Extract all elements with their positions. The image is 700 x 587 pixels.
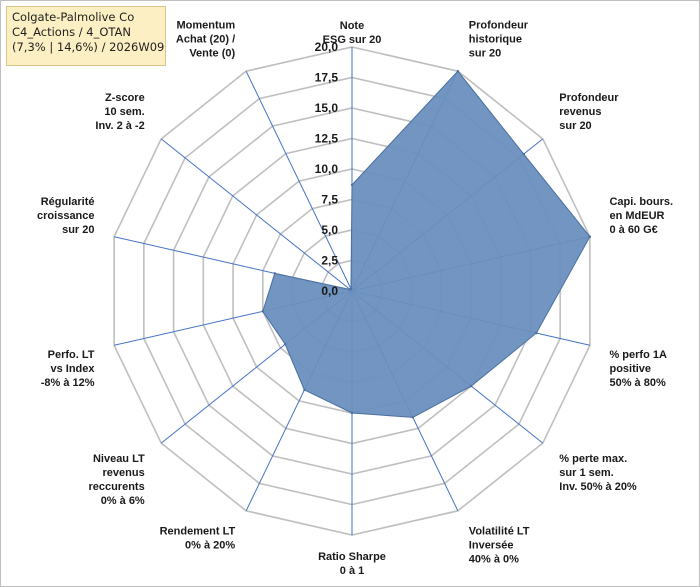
- series-point: [522, 152, 525, 156]
- axis-label-line: % perte max.: [559, 453, 627, 465]
- axis-label-7: Volatilité LT Inversée 40% à 0%: [469, 525, 530, 565]
- axis-label-line: 10 sem.: [104, 106, 144, 118]
- tick-label: 5,0: [321, 223, 338, 237]
- axis-label-line: Vente (0): [189, 48, 235, 60]
- axis-label-line: revenus: [559, 106, 601, 118]
- axis-label-10: Niveau LT revenus reccurents 0% à 6%: [88, 453, 145, 507]
- radar-series: [261, 69, 592, 419]
- axis-label-line: -8% à 12%: [41, 377, 95, 389]
- axis-label-12: Régularité croissance sur 20: [37, 196, 94, 236]
- axis-label-line: 0% à 6%: [101, 495, 145, 507]
- radar-tick-labels: 0,0 2,5 5,0 7,5 10,0 12,5 15,0 17,5 20,0: [315, 40, 339, 298]
- axis-label-line: Note: [340, 20, 364, 32]
- axis-label-line: sur 20: [559, 120, 591, 132]
- performance-summary: (7,3% | 14,6%) / 2026W09: [12, 40, 165, 54]
- axis-label-line: historique: [469, 34, 522, 46]
- axis-label-line: Inv. 50% à 20%: [559, 481, 637, 493]
- radar-axis-labels: Note ESG sur 20 Profondeur historique sur 20…: [37, 20, 673, 577]
- series-point: [456, 69, 460, 73]
- axis-label-line: 0 à 1: [340, 565, 364, 577]
- axis-label-line: Inv. 2 à -2: [95, 120, 144, 132]
- series-point: [349, 287, 353, 291]
- series-point: [261, 310, 264, 313]
- tick-label: 7,5: [321, 193, 338, 207]
- category-label: C4_Actions / 4_OTAN: [12, 25, 132, 39]
- axis-label-13: Z-score 10 sem. Inv. 2 à -2: [95, 92, 144, 132]
- axis-label-4: Capi. bours. en MdEUR 0 à 60 G€: [609, 196, 673, 236]
- series-point: [284, 343, 287, 346]
- axis-label-line: en MdEUR: [609, 210, 664, 222]
- tick-label: 0,0: [321, 284, 338, 298]
- series-point: [588, 235, 592, 238]
- axis-label-line: Momentum: [177, 20, 236, 32]
- axis-label-line: Capi. bours.: [609, 196, 673, 208]
- series-point: [350, 183, 354, 187]
- axis-label-line: Régularité: [41, 196, 95, 208]
- series-point: [303, 388, 306, 392]
- axis-label-line: 0 à 60 G€: [609, 224, 657, 236]
- axis-label-line: Profondeur: [559, 92, 619, 104]
- axis-label-14: Momentum Achat (20) / Vente (0): [176, 20, 236, 60]
- axis-label-line: Z-score: [105, 92, 145, 104]
- axis-label-5: % perfo 1A positive 50% à 80%: [609, 349, 667, 389]
- axis-label-line: 40% à 0%: [469, 553, 519, 565]
- axis-label-3: Profondeur revenus sur 20: [559, 92, 619, 132]
- series-area: [262, 70, 591, 418]
- axis-label-2: Profondeur historique sur 20: [469, 20, 529, 60]
- axis-label-line: sur 1 sem.: [559, 467, 613, 479]
- series-point: [411, 416, 415, 419]
- axis-label-line: % perfo 1A: [609, 349, 667, 361]
- radar-spoke: [245, 70, 353, 292]
- tick-label: 2,5: [321, 254, 338, 268]
- tick-label: 15,0: [315, 101, 339, 115]
- axis-label-6: % perte max. sur 1 sem. Inv. 50% à 20%: [559, 453, 637, 493]
- radar-spoke: [160, 138, 353, 292]
- axis-label-line: sur 20: [62, 224, 94, 236]
- axis-label-line: Perfo. LT: [48, 349, 95, 361]
- axis-label-line: croissance: [37, 210, 94, 222]
- axis-label-line: sur 20: [469, 48, 501, 60]
- info-box: Colgate-Palmolive Co C4_Actions / 4_OTAN…: [6, 6, 166, 66]
- series-point: [273, 272, 276, 275]
- tick-label: 10,0: [315, 162, 339, 176]
- axis-label-line: ESG sur 20: [323, 34, 382, 46]
- axis-label-8: Ratio Sharpe 0 à 1: [318, 551, 386, 577]
- axis-label-9: Rendement LT 0% à 20%: [160, 525, 236, 551]
- series-point: [350, 411, 354, 415]
- series-point: [470, 384, 473, 388]
- axis-label-line: Volatilité LT: [469, 525, 530, 537]
- axis-label-line: vs Index: [50, 363, 95, 375]
- axis-label-line: Achat (20) /: [176, 34, 235, 46]
- axis-label-line: positive: [609, 363, 651, 375]
- axis-label-11: Perfo. LT vs Index -8% à 12%: [41, 349, 96, 389]
- axis-label-line: Niveau LT: [93, 453, 145, 465]
- axis-label-line: Rendement LT: [160, 525, 236, 537]
- axis-label-line: Inversée: [469, 539, 514, 551]
- axis-label-line: 0% à 20%: [185, 539, 235, 551]
- tick-label: 17,5: [315, 71, 339, 85]
- axis-label-line: Ratio Sharpe: [318, 551, 386, 563]
- axis-label-line: 50% à 80%: [609, 377, 665, 389]
- tick-label: 12,5: [315, 132, 339, 146]
- company-name: Colgate-Palmolive Co: [12, 10, 135, 24]
- tick-label: 20,0: [315, 40, 339, 54]
- series-point: [535, 331, 538, 335]
- axis-label-line: Profondeur: [469, 20, 529, 32]
- axis-label-line: revenus: [103, 467, 145, 479]
- axis-label-1: Note ESG sur 20: [323, 20, 382, 46]
- axis-label-line: reccurents: [88, 481, 144, 493]
